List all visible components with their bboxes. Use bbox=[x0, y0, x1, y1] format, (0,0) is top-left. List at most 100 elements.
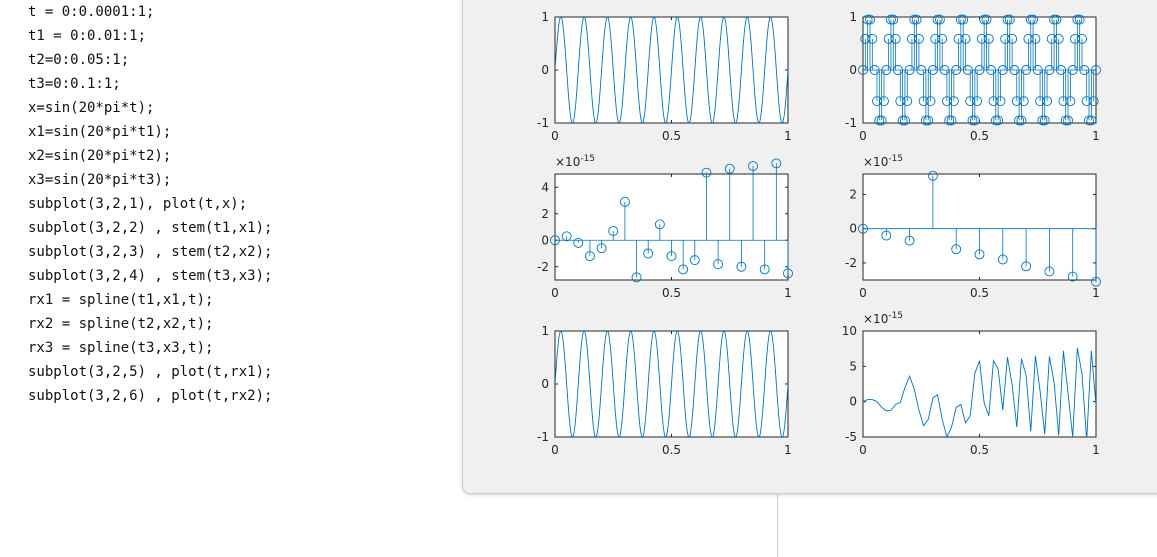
code-line[interactable]: rx1 = spline(t1,x1,t); bbox=[28, 292, 214, 308]
stem-marker bbox=[608, 226, 619, 236]
stem-marker bbox=[865, 14, 875, 25]
stem-marker bbox=[932, 14, 943, 25]
y-tick-label: 2 bbox=[849, 188, 857, 202]
code-line[interactable]: subplot(3,2,5) , plot(t,rx1); bbox=[28, 364, 273, 380]
code-line[interactable]: subplot(3,2,4) , stem(t3,x3); bbox=[28, 268, 273, 284]
stem-marker bbox=[550, 235, 560, 246]
code-line[interactable]: t3=0:0.1:1; bbox=[28, 76, 121, 92]
axis-exponent-label: ×10-15 bbox=[863, 154, 903, 169]
stem-marker bbox=[888, 14, 899, 25]
stem-marker bbox=[944, 115, 955, 126]
stem-marker bbox=[619, 196, 630, 207]
y-tick-label: -1 bbox=[537, 116, 549, 130]
stem-marker bbox=[678, 264, 689, 275]
x-tick-label: 1 bbox=[1092, 443, 1100, 457]
stem-marker bbox=[899, 115, 910, 126]
stem-marker bbox=[993, 115, 1004, 126]
stem-marker bbox=[1018, 96, 1029, 107]
code-line[interactable]: x=sin(20*pi*t); bbox=[28, 100, 155, 116]
series-line bbox=[555, 331, 788, 437]
code-line[interactable]: subplot(3,2,2) , stem(t1,x1); bbox=[28, 220, 273, 236]
figure-window[interactable]: 0 0.5 1 -1 0 1 0 0.5 1 -1 0 1 0 0.5 1 -2 0 2 4 ×10-15 0 0.5 1-… bbox=[462, 0, 1157, 494]
y-tick-label: 0 bbox=[541, 233, 549, 247]
subplot-2[interactable]: 0 0.5 1-101 bbox=[845, 10, 1101, 143]
stem-marker bbox=[643, 248, 654, 259]
y-tick-label: 1 bbox=[849, 10, 857, 24]
stem-marker bbox=[1060, 115, 1071, 126]
y-tick-label: -2 bbox=[537, 260, 549, 274]
stem-marker bbox=[771, 158, 782, 169]
x-tick-label: 1 bbox=[1092, 286, 1100, 300]
x-tick-label: 1 bbox=[784, 129, 792, 143]
code-line[interactable]: t = 0:0.0001:1; bbox=[28, 4, 155, 20]
x-tick-label: 1 bbox=[1092, 129, 1100, 143]
subplot-1[interactable]: 0 0.5 1-101 bbox=[537, 10, 792, 143]
stem-marker bbox=[904, 235, 915, 246]
stem-marker bbox=[561, 231, 572, 242]
stem-marker bbox=[886, 14, 896, 25]
stem-marker bbox=[1074, 14, 1085, 25]
stem-marker bbox=[759, 264, 770, 275]
x-tick-label: 0 bbox=[859, 129, 867, 143]
stem-marker bbox=[1037, 115, 1048, 126]
x-tick-label: 0 bbox=[551, 286, 559, 300]
series-line bbox=[555, 17, 788, 123]
code-line[interactable]: subplot(3,2,3) , stem(t2,x2); bbox=[28, 244, 273, 260]
stem-marker bbox=[913, 33, 924, 44]
stem-marker bbox=[631, 272, 642, 283]
code-editor-panel[interactable]: t = 0:0.0001:1; t1 = 0:0.01:1; t2=0:0.05… bbox=[0, 0, 460, 557]
x-tick-label: 1 bbox=[784, 286, 792, 300]
x-tick-label: 0 bbox=[551, 443, 559, 457]
x-tick-label: 0 bbox=[859, 286, 867, 300]
code-line[interactable]: x3=sin(20*pi*t3); bbox=[28, 172, 172, 188]
code-line[interactable]: rx2 = spline(t2,x2,t); bbox=[28, 316, 214, 332]
x-tick-label: 0.5 bbox=[662, 129, 681, 143]
stem-marker bbox=[1030, 33, 1041, 44]
stem-marker bbox=[909, 14, 920, 25]
stem-marker bbox=[867, 33, 878, 44]
code-line[interactable]: subplot(3,2,6) , plot(t,rx2); bbox=[28, 388, 273, 404]
stem-marker bbox=[1051, 14, 1062, 25]
stem-marker bbox=[937, 33, 948, 44]
code-line[interactable]: subplot(3,2,1), plot(t,x); bbox=[28, 196, 248, 212]
stem-marker bbox=[960, 33, 971, 44]
stem-marker bbox=[1014, 115, 1025, 126]
stem-marker bbox=[1028, 14, 1039, 25]
code-line[interactable]: rx3 = spline(t3,x3,t); bbox=[28, 340, 214, 356]
stem-marker bbox=[1063, 115, 1073, 126]
stem-marker bbox=[927, 170, 938, 181]
stem-marker bbox=[858, 223, 868, 234]
stem-marker bbox=[897, 115, 908, 126]
stem-marker bbox=[1067, 271, 1078, 282]
stem-marker bbox=[979, 14, 990, 25]
stem-marker bbox=[1088, 96, 1099, 107]
stem-marker bbox=[1039, 115, 1050, 126]
subplot-4[interactable]: 0 0.5 1 -2 0 2 ×10-15 bbox=[845, 154, 1101, 300]
stem-marker bbox=[974, 249, 985, 260]
y-tick-label: 5 bbox=[849, 359, 857, 373]
stem-marker bbox=[1044, 266, 1055, 277]
stem-marker bbox=[713, 259, 724, 270]
code-line[interactable]: t1 = 0:0.01:1; bbox=[28, 28, 147, 44]
code-line[interactable]: x1=sin(20*pi*t1); bbox=[28, 124, 172, 140]
stem-marker bbox=[948, 96, 959, 107]
code-line[interactable]: x2=sin(20*pi*t2); bbox=[28, 148, 172, 164]
panel-divider bbox=[777, 490, 778, 557]
stem-marker bbox=[1053, 33, 1064, 44]
y-tick-label: 10 bbox=[842, 324, 857, 338]
stem-marker bbox=[1004, 14, 1015, 25]
code-line[interactable]: t2=0:0.05:1; bbox=[28, 52, 130, 68]
y-tick-label: 1 bbox=[541, 324, 549, 338]
x-tick-label: 0.5 bbox=[970, 286, 989, 300]
y-tick-label: 0 bbox=[541, 63, 549, 77]
stem-marker bbox=[874, 115, 885, 126]
stem-marker bbox=[783, 268, 793, 279]
stem-marker bbox=[995, 96, 1006, 107]
axis-exponent-label: ×10-15 bbox=[863, 311, 903, 326]
stem-marker bbox=[981, 14, 992, 25]
subplot-5[interactable]: 0 0.5 1-101 bbox=[537, 324, 792, 457]
x-tick-label: 0 bbox=[859, 443, 867, 457]
y-tick-label: 4 bbox=[541, 180, 549, 194]
